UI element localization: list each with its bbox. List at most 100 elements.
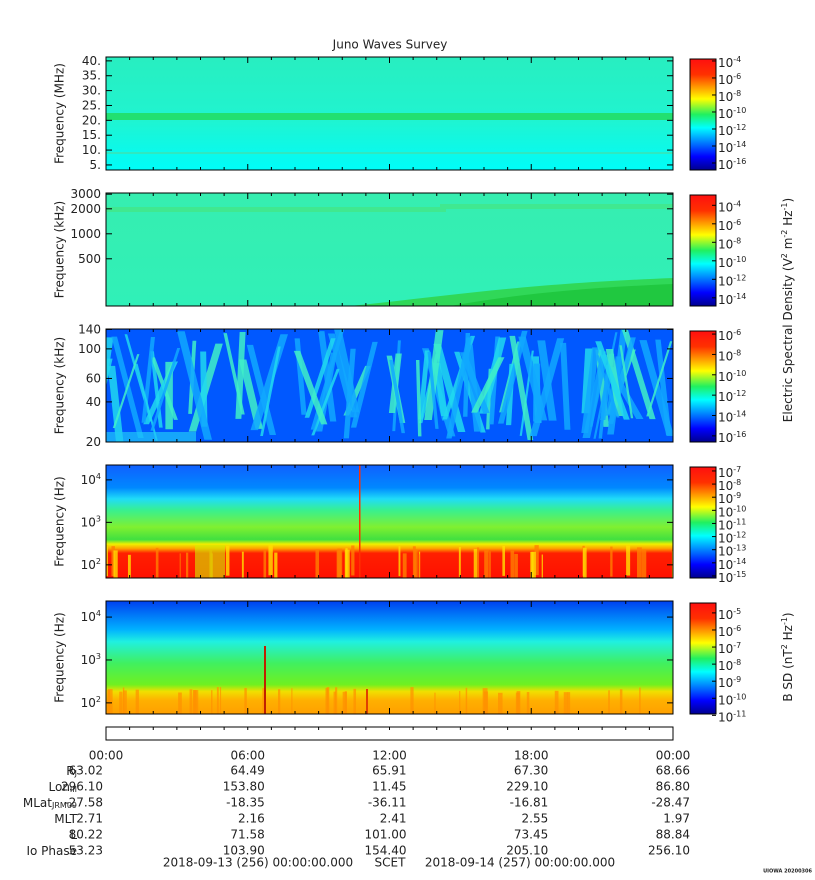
y-axis-label: Frequency (Hz) — [53, 612, 67, 703]
ephemeris-value: 205.10 — [506, 844, 548, 858]
ephemeris-label-part: III — [70, 785, 77, 794]
y-tick-label: 5. — [90, 157, 101, 171]
colorbar-tick-label-part: -4 — [733, 200, 741, 209]
streak — [107, 689, 113, 714]
streak — [216, 687, 219, 714]
colorbar-tick-label-part: -6 — [733, 624, 741, 633]
colorbar — [689, 330, 717, 443]
time-tick-label: 18:00 — [514, 749, 549, 763]
colorbar-tick-label-part: -5 — [733, 607, 741, 616]
colorbar-tick-label-part: 10 — [718, 369, 733, 383]
colorbar — [689, 194, 717, 307]
spectrogram — [106, 329, 673, 442]
colorbar-tick-label: 10-8 — [718, 349, 741, 363]
streak — [514, 553, 518, 578]
y-tick-label-part: 10 — [81, 652, 96, 666]
colorbar-tick-label-part: 10 — [718, 140, 733, 154]
time-tick-label: 00:00 — [656, 749, 691, 763]
streak — [359, 465, 361, 578]
streak — [424, 330, 444, 420]
colorbar-title-part: ) — [781, 198, 795, 203]
colorbar-tick-label-part: 10 — [718, 329, 733, 343]
streak — [563, 692, 568, 714]
ephemeris-value: 229.10 — [506, 780, 548, 794]
ephemeris-value: 53.23 — [69, 844, 103, 858]
y-tick-label-part: 15. — [82, 128, 101, 142]
y-tick-label: 2000 — [70, 201, 101, 215]
colorbar-tick-label-part: -12 — [733, 531, 746, 540]
colorbar-title-part: Hz — [781, 625, 795, 644]
y-tick-label-part: 60 — [86, 371, 101, 385]
time-tick-label: 12:00 — [372, 749, 407, 763]
y-tick-label: 15. — [82, 128, 101, 142]
streak — [250, 334, 288, 431]
streak — [192, 690, 197, 714]
streak — [412, 546, 416, 577]
streak — [510, 550, 515, 578]
ephemeris-label-part: JRM09 — [51, 801, 77, 810]
spectrogram — [106, 465, 673, 578]
colorbar-tick-label-part: -10 — [733, 693, 746, 702]
streak — [646, 341, 673, 417]
colorbar-tick-label-part: 10 — [718, 531, 733, 545]
colorbar-tick-label-part: -9 — [733, 492, 741, 501]
colorbar-tick-label-part: 10 — [718, 659, 733, 673]
colorbar-tick-label: 10-8 — [718, 237, 741, 251]
streak — [311, 368, 340, 436]
colorbar-tick-label: 10-7 — [718, 465, 741, 479]
ephemeris-value: 67.30 — [514, 764, 548, 778]
colorbar-title-part: B SD (nT — [781, 649, 795, 702]
y-tick-label: 104 — [81, 472, 101, 486]
colorbar-tick-label-part: -12 — [733, 389, 746, 398]
streak — [333, 691, 337, 714]
colorbar-tick-label-part: -8 — [733, 658, 741, 667]
colorbar-tick-label: 10-4 — [718, 55, 741, 69]
colorbar-tick-label: 10-14 — [718, 292, 746, 306]
colorbar-tick-label-part: 10 — [718, 200, 733, 214]
ephemeris-label-part: Io Phase — [26, 844, 77, 858]
colorbar-tick-label-part: 10 — [718, 710, 733, 724]
streak — [526, 692, 530, 714]
ephemeris-value: 71.58 — [230, 828, 264, 842]
ephemeris-label-part: MLat — [23, 796, 52, 810]
streak — [351, 545, 355, 576]
streak — [534, 545, 539, 576]
y-tick-label-part: 2000 — [70, 201, 101, 215]
streak — [353, 688, 357, 714]
band — [106, 113, 673, 120]
ephemeris-label: LonIII — [49, 780, 78, 794]
colorbar-tick-label: 10-10 — [718, 255, 746, 269]
ephemeris-value: 2.71 — [76, 812, 103, 826]
colorbar-title-part: -1 — [780, 203, 789, 211]
colorbar-tick-label-part: 10 — [718, 292, 733, 306]
streak — [274, 552, 278, 578]
streak — [619, 689, 623, 714]
colorbar-tick-label: 10-10 — [718, 369, 746, 383]
time-tick-label: 00:00 — [89, 749, 124, 763]
colorbar-tick-label-part: -12 — [733, 274, 746, 283]
streak — [641, 549, 647, 578]
colorbar-tick-label: 10-11 — [718, 710, 746, 724]
ephemeris-value: 68.66 — [656, 764, 690, 778]
bg — [106, 465, 673, 578]
ephemeris-value: 63.02 — [69, 764, 103, 778]
y-tick-label-part: 40. — [82, 53, 101, 67]
y-tick-label: 40. — [82, 53, 101, 67]
colorbar-tick-label-part: -8 — [733, 89, 741, 98]
colorbar-tick-label-part: -10 — [733, 369, 746, 378]
colorbar-title-part: m — [781, 238, 795, 254]
y-tick-label-part: 20. — [82, 113, 101, 127]
colorbar-tick-label-part: -11 — [733, 518, 746, 527]
y-tick-label: 102 — [81, 557, 101, 571]
colorbar-tick-label-part: -16 — [733, 430, 746, 439]
streak — [337, 548, 343, 578]
y-tick-label-part: 10. — [82, 143, 101, 157]
streak — [471, 357, 505, 413]
band — [106, 207, 446, 212]
ephemeris-value: 1.97 — [663, 812, 690, 826]
colorbar-tick-label-part: -6 — [733, 218, 741, 227]
colorbar-tick-label: 10-14 — [718, 140, 746, 154]
colorbar-title-part: Electric Spectral Density (V — [781, 257, 795, 422]
time-tick-label: 06:00 — [230, 749, 265, 763]
y-tick-label: 100 — [78, 341, 101, 355]
